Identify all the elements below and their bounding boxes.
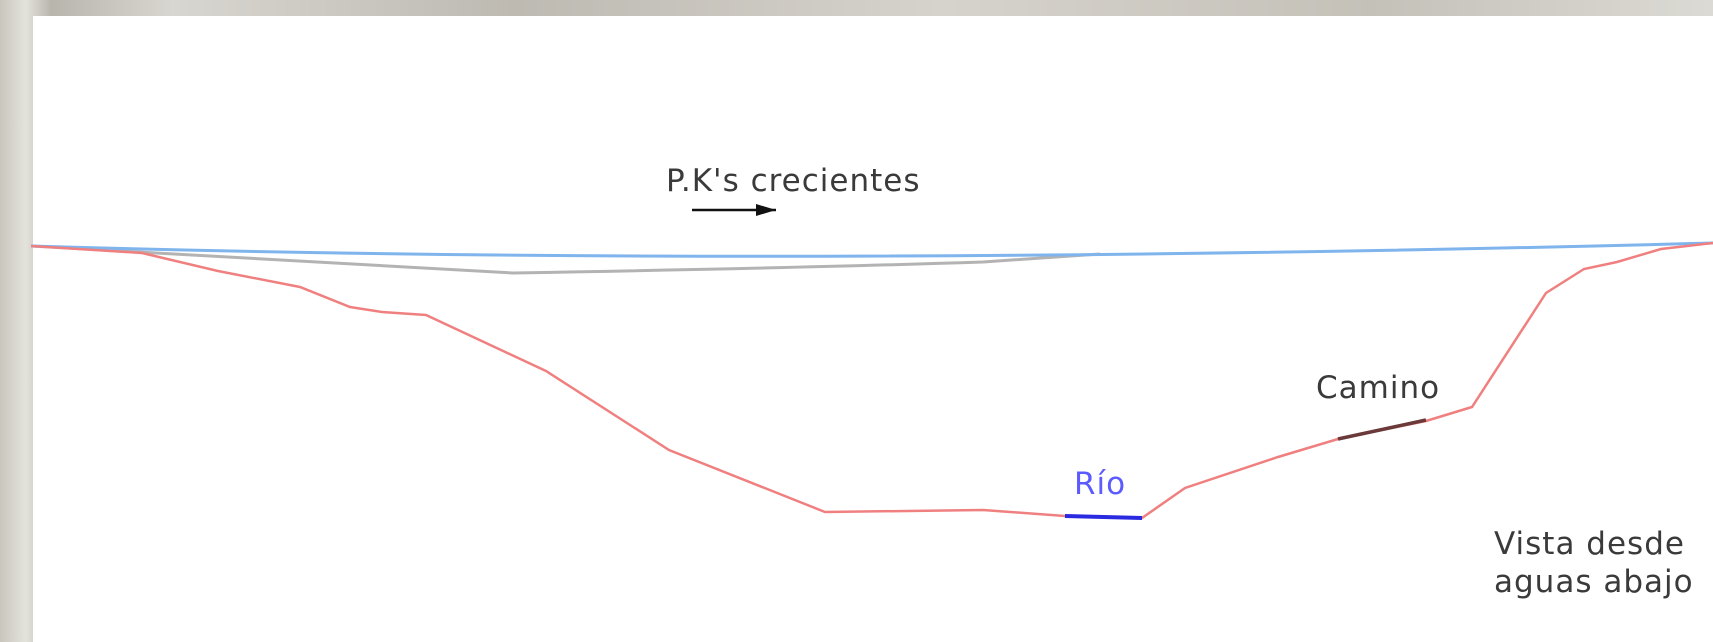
view-label: Vista desde — [1494, 526, 1685, 562]
drawing-sheet — [33, 16, 1713, 642]
direction-label: P.K's crecientes — [666, 163, 921, 199]
river-label: Río — [1074, 466, 1126, 502]
view-label: aguas abajo — [1494, 564, 1694, 600]
road-line — [1337, 418, 1427, 441]
deck-line — [30, 241, 1713, 258]
river-line — [1064, 514, 1143, 520]
road-label: Camino — [1316, 370, 1440, 406]
